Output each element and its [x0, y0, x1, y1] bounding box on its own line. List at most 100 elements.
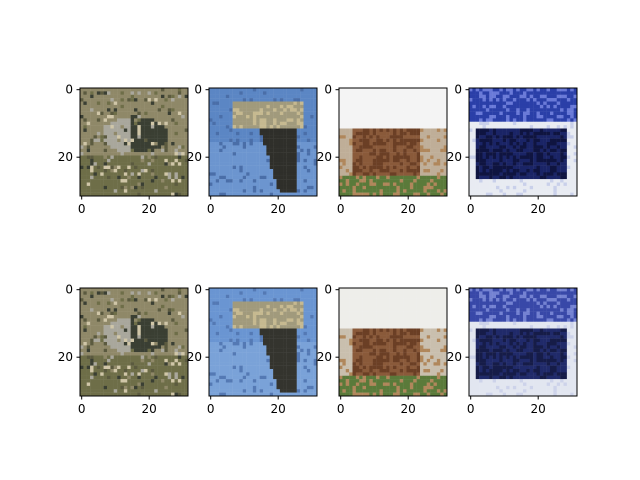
image-pixel — [90, 104, 94, 109]
image-pixel — [566, 108, 571, 112]
image-pixel — [127, 189, 131, 193]
image-pixel — [485, 175, 490, 180]
image-pixel — [164, 318, 168, 322]
image-pixel — [536, 169, 541, 173]
image-pixel — [130, 375, 135, 380]
image-pixel — [359, 118, 363, 122]
image-pixel — [93, 318, 98, 322]
image-pixel — [499, 91, 503, 95]
image-pixel — [154, 321, 158, 326]
image-pixel — [256, 94, 260, 99]
image-pixel — [177, 125, 182, 129]
image-pixel — [120, 104, 125, 109]
image-pixel — [396, 125, 400, 129]
image-pixel — [516, 179, 520, 183]
image-pixel — [167, 128, 172, 133]
image-pixel — [93, 331, 98, 336]
image-pixel — [127, 165, 131, 170]
image-pixel — [86, 169, 91, 173]
image-pixel — [246, 91, 250, 95]
image-pixel — [120, 325, 125, 329]
image-pixel — [349, 172, 353, 176]
image-pixel — [184, 331, 189, 336]
image-pixel — [512, 189, 517, 193]
image-pixel — [416, 172, 421, 176]
image-pixel — [144, 169, 148, 173]
image-pixel — [276, 165, 281, 170]
image-pixel — [362, 118, 367, 122]
image-pixel — [550, 152, 554, 156]
image-pixel — [310, 142, 314, 146]
image-pixel — [366, 125, 370, 129]
image-pixel — [100, 108, 104, 112]
image-pixel — [519, 165, 524, 170]
image-pixel — [279, 111, 284, 116]
image-pixel — [100, 342, 104, 346]
image-pixel — [389, 165, 394, 170]
image-pixel — [225, 104, 230, 109]
image-pixel — [489, 162, 493, 166]
image-pixel — [249, 91, 254, 95]
image-pixel — [137, 304, 141, 309]
image-pixel — [161, 125, 165, 129]
image-pixel — [342, 121, 346, 126]
image-pixel — [379, 128, 384, 133]
image-pixel — [127, 152, 131, 156]
image-pixel — [279, 142, 284, 146]
image-pixel — [113, 185, 118, 190]
image-pixel — [147, 355, 152, 360]
image-pixel — [212, 118, 216, 122]
image-pixel — [86, 358, 91, 363]
image-pixel — [345, 101, 350, 106]
image-pixel — [144, 328, 148, 333]
image-pixel — [472, 94, 476, 99]
image-pixel — [426, 145, 431, 149]
image-pixel — [546, 101, 551, 106]
image-pixel — [279, 145, 284, 149]
image-pixel — [177, 88, 182, 92]
image-pixel — [436, 98, 441, 102]
image-pixel — [300, 192, 304, 197]
image-pixel — [443, 148, 448, 153]
image-pixel — [113, 165, 118, 170]
image-pixel — [96, 148, 101, 153]
image-pixel — [310, 158, 314, 163]
image-pixel — [492, 182, 497, 187]
image-pixel — [134, 128, 138, 133]
image-pixel — [134, 342, 138, 346]
image-pixel — [553, 111, 557, 116]
image-pixel — [413, 128, 417, 133]
image-pixel — [426, 155, 431, 160]
image-pixel — [100, 98, 104, 102]
image-pixel — [372, 145, 377, 149]
image-pixel — [184, 352, 189, 356]
image-pixel — [426, 115, 431, 119]
image-pixel — [423, 175, 427, 180]
image-pixel — [526, 125, 530, 129]
image-pixel — [516, 118, 520, 122]
image-pixel — [519, 125, 524, 129]
image-pixel — [120, 182, 125, 187]
image-pixel — [293, 94, 297, 99]
image-pixel — [161, 298, 165, 302]
image-pixel — [550, 98, 554, 102]
image-pixel — [376, 165, 380, 170]
image-pixel — [443, 165, 448, 170]
image-pixel — [232, 158, 237, 163]
image-pixel — [303, 101, 308, 106]
image-pixel — [83, 115, 87, 119]
image-pixel — [499, 179, 503, 183]
image-pixel — [113, 308, 118, 312]
image-pixel — [506, 189, 510, 193]
image-pixel — [232, 104, 237, 109]
image-pixel — [563, 158, 568, 163]
image-pixel — [413, 145, 417, 149]
image-pixel — [181, 165, 185, 170]
image-pixel — [134, 291, 138, 295]
image-pixel — [174, 291, 179, 295]
image-pixel — [310, 131, 314, 136]
image-pixel — [113, 291, 118, 295]
image-pixel — [443, 162, 448, 166]
image-pixel — [215, 145, 220, 149]
image-pixel — [113, 125, 118, 129]
